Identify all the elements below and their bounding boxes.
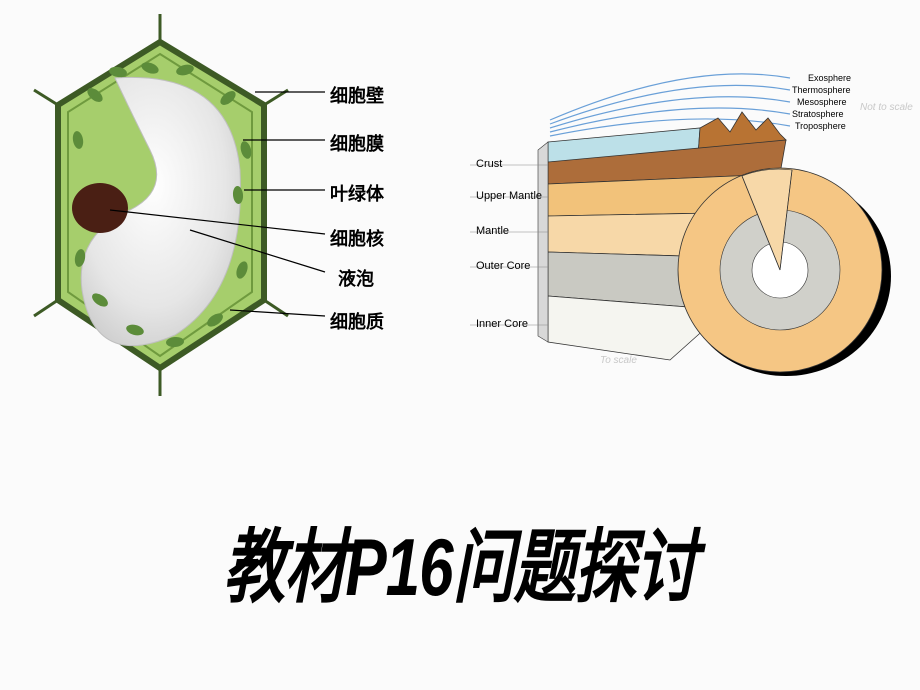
label-vacuole: 液泡 <box>338 265 374 291</box>
label-to-scale: To scale <box>600 355 637 366</box>
label-cell-wall: 细胞壁 <box>330 82 384 108</box>
plant-cell-diagram: 细胞壁 细胞膜 叶绿体 细胞核 液泡 细胞质 <box>0 0 440 430</box>
label-mesosphere: Mesosphere <box>797 97 847 107</box>
plant-cell-svg <box>0 0 440 430</box>
label-chloroplast: 叶绿体 <box>330 180 384 206</box>
earth-layers-diagram: Exosphere Thermosphere Mesosphere Strato… <box>440 0 920 430</box>
label-mantle: Mantle <box>476 225 509 237</box>
label-cytoplasm: 细胞质 <box>330 308 384 334</box>
label-thermosphere: Thermosphere <box>792 85 851 95</box>
label-inner-core: Inner Core <box>476 318 528 330</box>
label-exosphere: Exosphere <box>808 73 851 83</box>
label-outer-core: Outer Core <box>476 260 530 272</box>
label-crust: Crust <box>476 158 502 170</box>
label-cell-membrane: 细胞膜 <box>330 130 384 156</box>
label-nucleus: 细胞核 <box>330 225 384 251</box>
label-upper-mantle: Upper Mantle <box>476 190 542 202</box>
page-title: 教材P16问题探讨 <box>223 502 696 619</box>
label-troposphere: Troposphere <box>795 121 846 131</box>
title-region: 教材P16问题探讨 <box>0 430 920 690</box>
earth-svg <box>440 0 920 430</box>
label-not-to-scale: Not to scale <box>860 102 913 113</box>
label-stratosphere: Stratosphere <box>792 109 844 119</box>
